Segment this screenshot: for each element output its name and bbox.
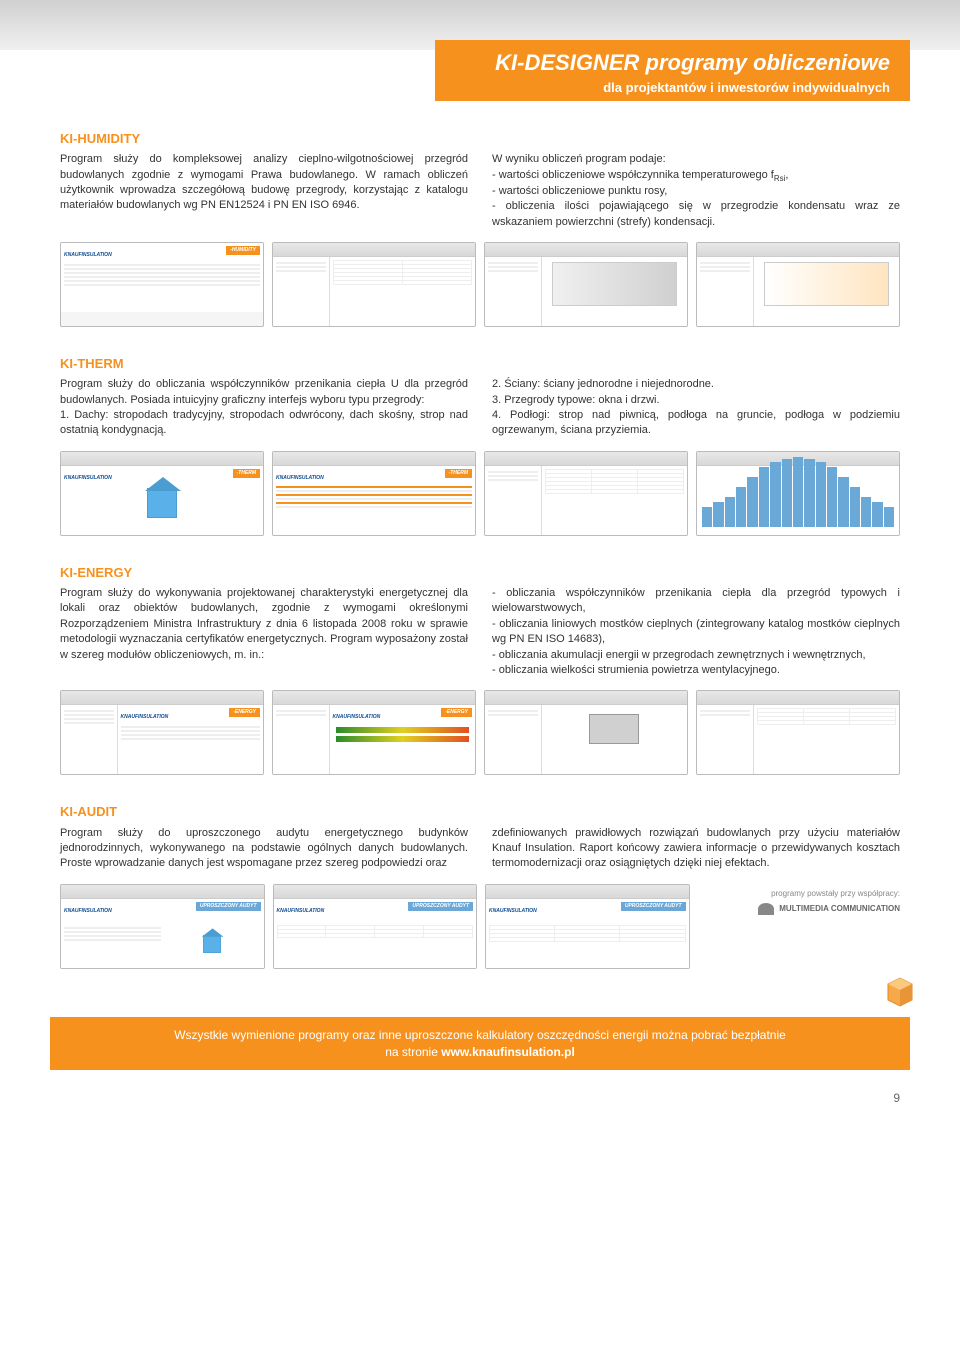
screenshot-thumb: KNAUFINSULATION -THERM [60,451,264,536]
humidity-text-left: Program służy do kompleksowej analizy ci… [60,152,468,230]
screenshot-thumb [484,242,688,327]
section-humidity: KI-HUMIDITY Program służy do kompleksowe… [60,130,900,327]
program-badge: UPROSZCZONY AUDYT [621,902,686,911]
footer-line2: na stronie [385,1045,441,1059]
section-audit: KI-AUDIT Program służy do uproszczonego … [60,803,900,968]
page-main-title: KI-DESIGNER programy obliczeniowe [495,48,890,79]
footer-text: Wszystkie wymienione programy oraz inne … [174,1028,786,1042]
program-badge: -ENERGY [441,708,472,717]
partner-label: programy powstały przy współpracy: [698,888,901,899]
knauf-logo: KNAUFINSULATION [64,908,112,914]
page-header-bar: KI-DESIGNER programy obliczeniowe dla pr… [0,0,960,50]
section-therm: KI-THERM Program służy do obliczania wsp… [60,355,900,536]
screenshot-thumb [696,242,900,327]
screenshot-thumb [696,690,900,775]
house-icon [203,935,221,953]
therm-text-left: Program służy do obliczania współczynnik… [60,377,468,439]
audit-text-left: Program służy do uproszczonego audytu en… [60,826,468,872]
energy-screenshots: KNAUFINSULATION -ENERGY KNAUFINSULATION … [60,690,900,775]
program-badge: -THERM [233,469,260,478]
building-icon [589,714,639,744]
program-badge: -HUMIDITY [226,246,260,255]
energy-gradient-icon [336,727,469,733]
footer-banner: Wszystkie wymienione programy oraz inne … [50,1017,910,1071]
page-number: 9 [0,1070,960,1127]
screenshot-thumb: KNAUFINSULATION -ENERGY [60,690,264,775]
screenshot-thumb: KNAUFINSULATION -THERM [272,451,476,536]
partner-logo-icon [758,903,774,915]
screenshot-thumb [696,451,900,536]
section-energy: KI-ENERGY Program służy do wykonywania p… [60,564,900,776]
screenshot-thumb: KNAUFINSULATION UPROSZCZONY AUDYT [485,884,690,969]
footer-link[interactable]: www.knaufinsulation.pl [441,1045,575,1059]
screenshot-thumb: KNAUFINSULATION UPROSZCZONY AUDYT [273,884,478,969]
house-icon [147,488,177,518]
screenshot-thumb [272,242,476,327]
program-badge: -THERM [445,469,472,478]
therm-screenshots: KNAUFINSULATION -THERM KNAUFINSULATION -… [60,451,900,536]
title-banner: KI-DESIGNER programy obliczeniowe dla pr… [435,40,910,101]
section-title-audit: KI-AUDIT [60,803,900,821]
cube-icon [880,970,920,1010]
screenshot-thumb: KNAUFINSULATION -ENERGY [272,690,476,775]
knauf-logo: KNAUFINSULATION [64,475,112,481]
energy-gradient-icon [336,736,469,742]
audit-screenshots: KNAUFINSULATION UPROSZCZONY AUDYT KNAUFI… [60,884,900,969]
knauf-logo: KNAUFINSULATION [276,475,324,481]
humidity-text-right: W wyniku obliczeń program podaje: - wart… [492,152,900,230]
partner-name: MULTIMEDIA COMMUNICATION [779,904,900,913]
screenshot-thumb [484,451,688,536]
partner-credit-block: programy powstały przy współpracy: MULTI… [698,884,901,969]
screenshot-thumb [484,690,688,775]
section-title-therm: KI-THERM [60,355,900,373]
knauf-logo: KNAUFINSULATION [121,714,169,720]
audit-text-right: zdefiniowanych prawidłowych rozwiązań bu… [492,826,900,872]
therm-text-right: 2. Ściany: ściany jednorodne i niejednor… [492,377,900,439]
screenshot-thumb: KNAUFINSULATION -HUMIDITY [60,242,264,327]
program-badge: UPROSZCZONY AUDYT [196,902,261,911]
knauf-logo: KNAUFINSULATION [64,252,112,258]
knauf-logo: KNAUFINSULATION [277,908,325,914]
screenshot-thumb: KNAUFINSULATION UPROSZCZONY AUDYT [60,884,265,969]
energy-text-right: - obliczania współczynników przenikania … [492,586,900,678]
energy-text-left: Program służy do wykonywania projektowan… [60,586,468,678]
section-title-energy: KI-ENERGY [60,564,900,582]
humidity-screenshots: KNAUFINSULATION -HUMIDITY [60,242,900,327]
program-badge: -ENERGY [229,708,260,717]
program-badge: UPROSZCZONY AUDYT [408,902,473,911]
section-title-humidity: KI-HUMIDITY [60,130,900,148]
knauf-logo: KNAUFINSULATION [333,714,381,720]
knauf-logo: KNAUFINSULATION [489,908,537,914]
page-subtitle: dla projektantów i inwestorów indywidual… [495,79,890,97]
page-content: KI-HUMIDITY Program służy do kompleksowe… [0,50,960,1017]
bar-chart [700,469,896,529]
